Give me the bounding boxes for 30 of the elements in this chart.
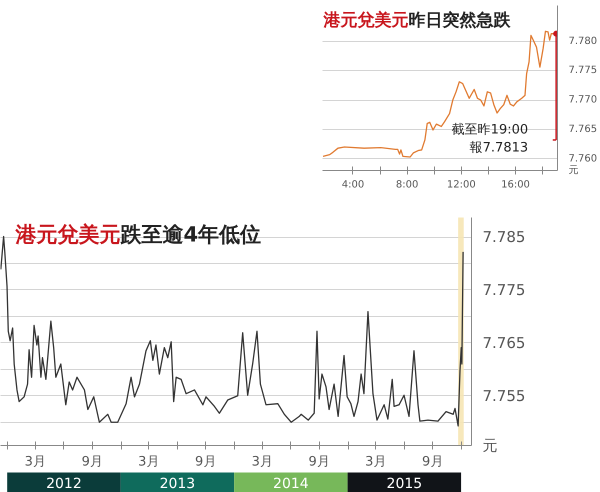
y-tick-label: 7.785 bbox=[482, 228, 526, 246]
x-tick-label: 8:00 bbox=[396, 180, 418, 190]
x-tick-label: 3月 bbox=[24, 454, 46, 470]
x2-tick-label: 2013 bbox=[160, 476, 196, 492]
y-axis-title: 元 bbox=[482, 436, 498, 454]
y-tick-label: 7.765 bbox=[568, 124, 598, 135]
x-tick-label: 3月 bbox=[365, 454, 386, 470]
x-tick-label: 9月 bbox=[422, 454, 444, 470]
x2-tick-label: 2015 bbox=[386, 476, 422, 492]
x-tick-label: 9月 bbox=[82, 454, 103, 470]
y-axis-title: 元 bbox=[568, 165, 578, 176]
y-tick-label: 7.775 bbox=[482, 280, 526, 299]
x-tick-label: 3月 bbox=[138, 454, 160, 470]
x2-tick-label: 2014 bbox=[273, 476, 309, 492]
y-tick-label: 7.770 bbox=[568, 94, 598, 106]
chart-title: 港元兌美元跌至逾4年低位 bbox=[14, 222, 262, 246]
x-tick-label: 16:00 bbox=[501, 180, 530, 190]
y-tick-label: 7.780 bbox=[568, 36, 598, 47]
y-tick-label: 7.775 bbox=[568, 65, 598, 76]
x-tick-label: 4:00 bbox=[342, 180, 364, 190]
chart-title: 港元兌美元昨日突然急跌 bbox=[322, 10, 512, 30]
annotation: 截至昨19:00 報7.7813 bbox=[452, 122, 528, 156]
x-tick-label: 9月 bbox=[308, 454, 330, 470]
y-tick-label: 7.765 bbox=[482, 334, 526, 352]
y-tick-label: 7.760 bbox=[568, 153, 598, 164]
x-tick-label: 3月 bbox=[252, 454, 273, 470]
x2-tick-label: 2012 bbox=[46, 476, 82, 492]
x-tick-label: 12:00 bbox=[446, 180, 476, 190]
y-tick-label: 7.755 bbox=[482, 386, 526, 405]
x-tick-label: 9月 bbox=[195, 454, 216, 470]
